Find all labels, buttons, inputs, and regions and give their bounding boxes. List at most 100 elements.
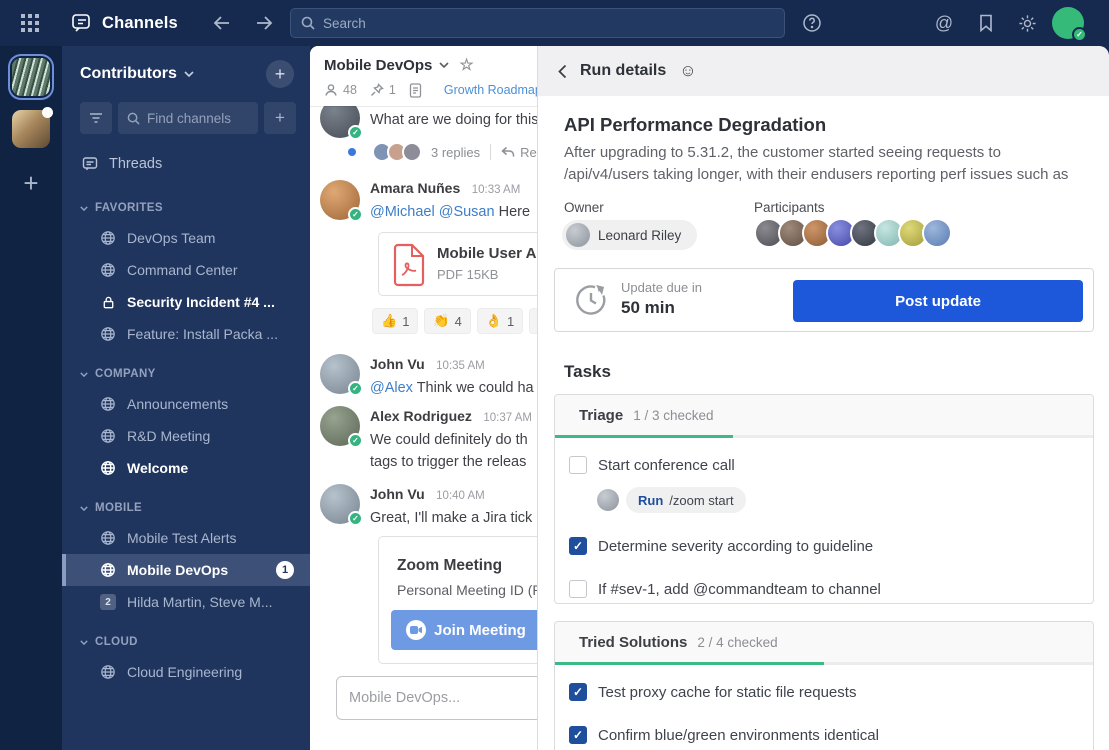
file-attachment-card[interactable]: Mobile User A PDF 15KB	[378, 232, 537, 296]
sidebar-item-devops-team[interactable]: DevOps Team	[62, 222, 310, 254]
find-channels-box[interactable]	[118, 102, 258, 134]
add-channel-button[interactable]: +	[264, 102, 296, 134]
author-name[interactable]: John Vu	[370, 486, 425, 502]
timestamp[interactable]: 10:35 AM	[436, 360, 485, 372]
sidebar-section-cloud[interactable]: CLOUD	[62, 618, 310, 656]
mention[interactable]: @Susan	[438, 204, 495, 220]
owner-selector[interactable]: Leonard Riley	[562, 220, 698, 250]
add-reaction-icon[interactable]	[529, 308, 537, 334]
message-text: Great, I'll make a Jira tick	[370, 510, 533, 526]
sidebar-item-command-center[interactable]: Command Center	[62, 254, 310, 286]
apps-grid-icon[interactable]	[14, 7, 46, 39]
add-channel-dropdown-button[interactable]: +	[266, 60, 294, 88]
reply-button[interactable]: Reply	[501, 145, 537, 160]
checkbox-unchecked[interactable]	[569, 456, 587, 474]
message-text: @Michael @Susan Here	[370, 204, 531, 220]
avatar[interactable]: ✓	[320, 354, 363, 396]
sidebar-item-cloud-engineering[interactable]: Cloud Engineering	[62, 656, 310, 688]
checkbox-checked[interactable]: ✓	[569, 683, 587, 701]
sidebar-item-group-dm[interactable]: 2 Hilda Martin, Steve M...	[62, 586, 310, 618]
forward-arrow-icon[interactable]	[248, 7, 280, 39]
checkbox-checked[interactable]: ✓	[569, 537, 587, 555]
team-menu-button[interactable]: Contributors	[80, 65, 194, 83]
mentions-icon[interactable]: @	[934, 12, 954, 33]
reactions-row: 👍 1 👏 4 👌 1	[372, 308, 537, 334]
user-avatar[interactable]: ✓	[1052, 7, 1087, 42]
reaction-thumbs-up[interactable]: 👍 1	[372, 308, 419, 334]
sidebar-section-company[interactable]: COMPANY	[62, 350, 310, 388]
avatar[interactable]: ✓	[320, 484, 363, 526]
channel-name[interactable]: Mobile DevOps	[324, 56, 433, 74]
online-check-icon: ✓	[348, 207, 363, 222]
favorite-star-icon[interactable]: ☆	[459, 57, 474, 74]
author-name[interactable]: Amara Nuñes	[370, 180, 461, 196]
checklist-item: Start conference call	[569, 456, 1077, 474]
checklist-item: ✓ Determine severity according to guidel…	[569, 537, 1077, 555]
join-meeting-button[interactable]: Join Meeting	[391, 610, 537, 650]
reaction-ok-hand[interactable]: 👌 1	[476, 308, 524, 334]
thread-summary[interactable]: 3 replies Reply	[348, 142, 537, 162]
team-icon-unread[interactable]	[12, 107, 53, 148]
sidebar-item-mobile-test-alerts[interactable]: Mobile Test Alerts	[62, 522, 310, 554]
avatar[interactable]: ✓	[320, 406, 363, 448]
sidebar-item-announcements[interactable]: Announcements	[62, 388, 310, 420]
checklist-header[interactable]: Tried Solutions 2 / 4 checked	[555, 622, 1093, 662]
members-icon[interactable]	[324, 83, 338, 97]
saved-posts-icon[interactable]	[970, 7, 1002, 39]
timestamp[interactable]: 10:37 AM	[483, 412, 532, 424]
author-name[interactable]: John Vu	[370, 356, 425, 372]
sidebar-item-security-incident[interactable]: Security Incident #4 ...	[62, 286, 310, 318]
unread-dot	[348, 148, 356, 156]
settings-gear-icon[interactable]	[1011, 7, 1043, 39]
back-chevron-icon[interactable]	[558, 64, 567, 79]
participants-avatars[interactable]	[754, 218, 952, 248]
mention[interactable]: @Alex	[370, 380, 413, 396]
run-command-button[interactable]: Run /zoom start	[626, 487, 746, 513]
sidebar-item-rd-meeting[interactable]: R&D Meeting	[62, 420, 310, 452]
post-update-button[interactable]: Post update	[793, 280, 1083, 322]
file-icon[interactable]	[409, 82, 422, 98]
help-icon[interactable]	[796, 7, 828, 39]
mention[interactable]: @Michael	[370, 204, 435, 220]
timestamp[interactable]: 10:33 AM	[471, 184, 521, 196]
add-team-button[interactable]: +	[23, 168, 39, 198]
checkbox-unchecked[interactable]	[569, 580, 587, 598]
pdf-file-icon	[391, 243, 427, 287]
avatar[interactable]: ✓	[320, 180, 363, 222]
channel-view: ✓ What are we doing for this 3 replies R…	[310, 46, 537, 750]
search-input[interactable]	[323, 15, 774, 31]
sidebar-item-threads[interactable]: Threads	[62, 142, 310, 184]
run-description: After upgrading to 5.31.2, the customer …	[564, 144, 1069, 183]
update-due-label: Update due in	[621, 280, 702, 295]
pin-icon[interactable]	[370, 83, 384, 97]
run-status-smiley-icon[interactable]: ☺	[679, 61, 697, 80]
team-icon-selected[interactable]	[12, 58, 50, 96]
reaction-clap[interactable]: 👏 4	[424, 308, 471, 334]
member-count[interactable]: 48	[343, 83, 357, 97]
back-arrow-icon[interactable]	[206, 7, 238, 39]
checkbox-checked[interactable]: ✓	[569, 726, 587, 744]
message-text: @Alex Think we could ha	[370, 380, 534, 396]
message-header: John Vu 10:35 AM	[370, 356, 485, 374]
sidebar-item-mobile-devops[interactable]: Mobile DevOps 1	[62, 554, 310, 586]
progress-fill	[555, 662, 824, 665]
product-switcher[interactable]: Channels	[70, 11, 178, 35]
global-search[interactable]	[290, 8, 785, 38]
chevron-down-icon[interactable]	[439, 62, 449, 68]
chevron-down-icon	[80, 371, 88, 377]
sidebar-section-mobile[interactable]: MOBILE	[62, 484, 310, 522]
pinned-count[interactable]: 1	[388, 83, 396, 97]
channel-header-link[interactable]: Growth Roadmap	[443, 83, 537, 97]
sidebar-section-favorites[interactable]: FAVORITES	[62, 184, 310, 222]
message-header: John Vu 10:40 AM	[370, 486, 485, 504]
message-composer-input[interactable]	[336, 676, 537, 720]
reply-count[interactable]: 3 replies	[431, 144, 481, 160]
checklist-header[interactable]: Triage 1 / 3 checked	[555, 395, 1093, 435]
find-channels-input[interactable]	[147, 110, 249, 126]
sidebar-item-welcome[interactable]: Welcome	[62, 452, 310, 484]
timestamp[interactable]: 10:40 AM	[436, 490, 485, 502]
filter-icon[interactable]	[80, 102, 112, 134]
author-name[interactable]: Alex Rodriguez	[370, 408, 472, 424]
sidebar-item-feature-install[interactable]: Feature: Install Packa ...	[62, 318, 310, 350]
zoom-meeting-subtitle: Personal Meeting ID (P	[397, 582, 537, 598]
